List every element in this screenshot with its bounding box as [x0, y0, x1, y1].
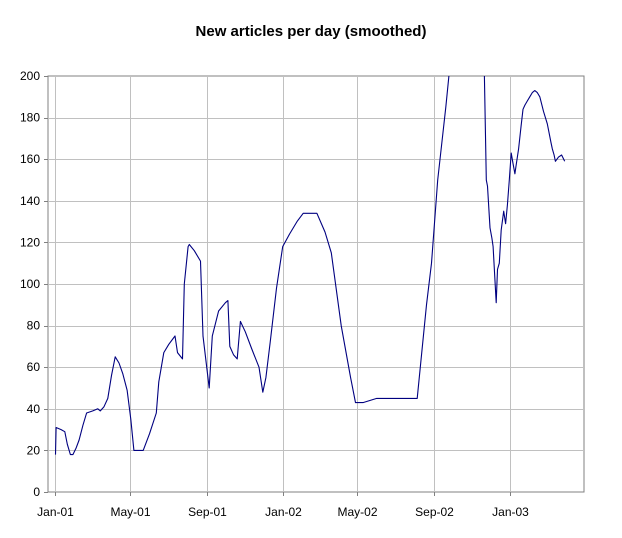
- y-tick-label: 160: [20, 152, 40, 166]
- axes: [44, 76, 511, 496]
- x-tick-label: May-01: [110, 505, 150, 519]
- y-tick-label: 20: [27, 443, 41, 457]
- y-tick-label: 180: [20, 111, 40, 125]
- series-line-1: [54, 76, 450, 456]
- y-tick-label: 100: [20, 277, 40, 291]
- y-tick-label: 60: [27, 360, 41, 374]
- x-tick-label: Jan-02: [265, 505, 302, 519]
- tick-labels: 0 20 40 60 80 100 120 140 160 180 200 Jan-01 May-01 S…: [20, 69, 529, 519]
- chart-title: New articles per day (smoothed): [196, 23, 427, 40]
- x-tick-label: Sep-01: [188, 505, 227, 519]
- x-tick-label: Jan-03: [492, 505, 529, 519]
- y-tick-label: 40: [27, 402, 41, 416]
- series-line-2: [483, 76, 566, 304]
- x-tick-label: May-02: [337, 505, 377, 519]
- series-lines: [54, 76, 566, 456]
- y-tick-label: 0: [33, 485, 40, 499]
- x-tick-label: Jan-01: [37, 505, 74, 519]
- y-tick-label: 120: [20, 235, 40, 249]
- x-tick-label: Sep-02: [415, 505, 454, 519]
- gridlines: [48, 76, 584, 492]
- y-tick-label: 140: [20, 194, 40, 208]
- y-tick-label: 200: [20, 69, 40, 83]
- y-tick-label: 80: [27, 319, 41, 333]
